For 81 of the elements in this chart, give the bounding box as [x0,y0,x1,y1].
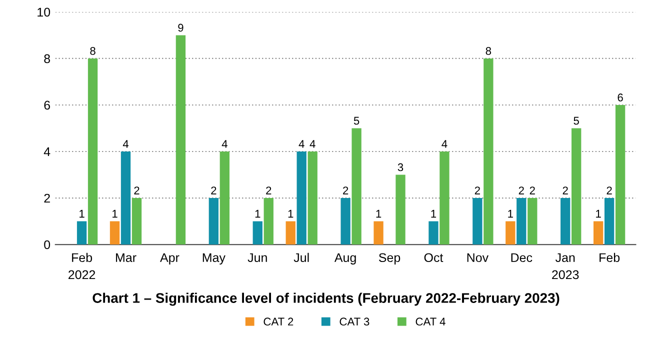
data-label: 1 [288,210,294,218]
data-label: 2 [134,186,140,194]
bar [572,128,582,245]
data-label: 4 [298,140,304,148]
data-label: 8 [90,47,96,55]
legend-label: CAT 2 [264,318,294,326]
y-tick-label: 6 [44,100,50,110]
data-label: 4 [222,140,228,148]
x-tick-label: Jan 2023 [552,253,579,280]
y-tick-label: 2 [44,194,50,203]
data-label: 8 [486,47,492,55]
bar [560,198,570,245]
data-label: 2 [562,186,568,194]
data-label: 5 [574,116,579,125]
y-tick-label: 0 [44,240,50,250]
x-tick-label: Sep [378,253,400,265]
data-label: 2 [211,186,216,194]
y-tick-label: 8 [44,54,50,64]
bar [308,152,318,245]
bar [208,198,219,245]
bar [76,221,87,245]
data-label: 2 [474,186,480,194]
bar [176,35,186,245]
bar [484,58,494,245]
data-label: 2 [530,186,535,194]
bar [220,152,230,245]
bar [428,221,438,245]
x-tick-label: Feb [600,252,620,262]
bar [296,152,306,245]
data-label: 2 [606,186,612,194]
bar [528,198,538,245]
bar [396,174,406,245]
bar [594,221,604,245]
data-label: 3 [398,163,404,172]
bar [506,221,516,245]
bar [252,221,262,245]
bar [604,198,614,245]
x-tick-label: Feb 2022 [68,252,96,280]
data-label: 4 [122,140,129,148]
data-label: 1 [431,210,436,218]
data-label: 9 [178,24,184,32]
bar [132,198,142,245]
x-tick-label: May [202,253,226,265]
bar [286,221,296,245]
bar [120,152,131,245]
data-label: 1 [112,210,118,218]
data-label: 5 [354,116,360,125]
bar [615,104,626,245]
text: Chart 1 – Significance level of incidents (February 2022-February 2023) [92,292,560,306]
data-label: 6 [618,94,623,102]
bar [264,198,274,245]
legend-label: CAT 3 [340,318,370,326]
data-label: 1 [596,210,601,218]
x-tick-label: Oct [424,253,444,262]
x-tick-label: Apr [160,253,180,265]
bar [88,58,98,245]
bar [516,198,526,245]
bar [340,198,350,245]
data-label: 4 [310,140,316,148]
data-label: 2 [343,186,348,194]
bar [472,198,482,245]
data-label: 1 [376,210,382,218]
data-label: 2 [518,186,524,194]
data-label: 1 [508,210,513,218]
y-tick-label: 10 [38,8,50,17]
data-label: 1 [255,210,260,218]
x-tick-label: Jul [294,252,309,262]
x-tick-label: Aug [334,253,356,265]
data-label: 2 [266,186,272,194]
bar [440,152,450,245]
bar [352,128,362,245]
bar [110,221,120,245]
legend-label: CAT 4 [416,318,446,326]
data-label: 4 [442,140,448,148]
x-tick-label: Dec [511,253,532,262]
x-tick-label: Nov [467,253,489,262]
y-tick-label: 4 [44,147,50,156]
bar [374,221,384,245]
x-tick-label: Mar [116,253,136,262]
x-tick-label: Jun [248,253,267,262]
data-label: 1 [80,210,84,218]
